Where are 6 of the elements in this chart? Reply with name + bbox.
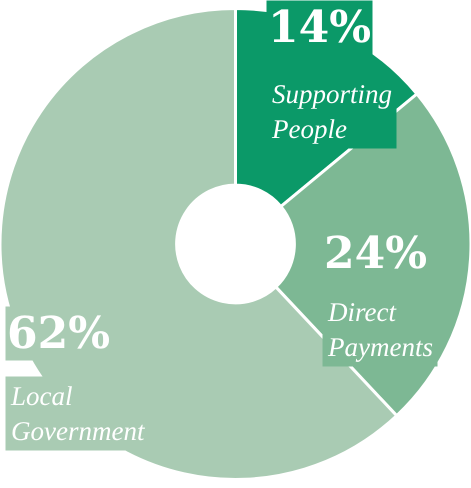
data-label: 62% [7,308,110,359]
slice-label: Direct Payments [327,297,433,362]
data-label: 14% [268,2,372,53]
legend-label: Supporting People [271,79,392,144]
slice-label: Local Government [10,381,146,446]
data-label: 24% [324,228,428,279]
